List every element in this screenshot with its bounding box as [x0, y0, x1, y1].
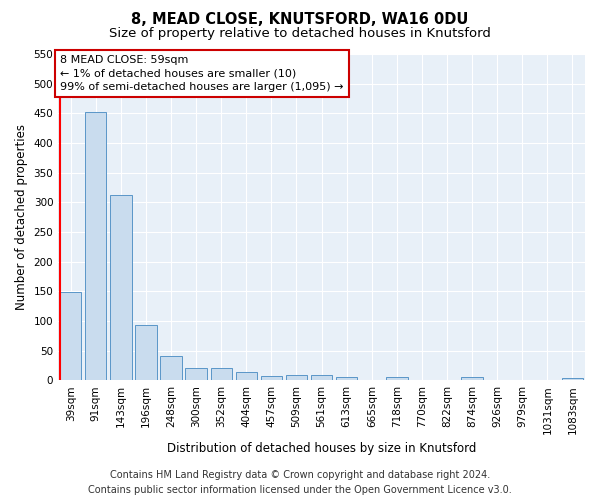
Bar — [562, 378, 583, 380]
Text: Contains HM Land Registry data © Crown copyright and database right 2024.
Contai: Contains HM Land Registry data © Crown c… — [88, 470, 512, 495]
Bar — [461, 377, 483, 380]
Bar — [236, 372, 257, 380]
Y-axis label: Number of detached properties: Number of detached properties — [15, 124, 28, 310]
Bar — [60, 292, 82, 380]
Text: 8, MEAD CLOSE, KNUTSFORD, WA16 0DU: 8, MEAD CLOSE, KNUTSFORD, WA16 0DU — [131, 12, 469, 28]
Bar — [386, 377, 407, 380]
Text: Size of property relative to detached houses in Knutsford: Size of property relative to detached ho… — [109, 28, 491, 40]
Bar — [311, 376, 332, 380]
Bar — [85, 112, 106, 380]
Bar — [110, 195, 131, 380]
Bar — [185, 368, 207, 380]
Bar — [261, 376, 282, 380]
Bar — [211, 368, 232, 380]
Bar — [336, 377, 358, 380]
Bar — [160, 356, 182, 380]
X-axis label: Distribution of detached houses by size in Knutsford: Distribution of detached houses by size … — [167, 442, 476, 455]
Text: 8 MEAD CLOSE: 59sqm
← 1% of detached houses are smaller (10)
99% of semi-detache: 8 MEAD CLOSE: 59sqm ← 1% of detached hou… — [60, 55, 344, 92]
Bar — [136, 325, 157, 380]
Bar — [286, 376, 307, 380]
